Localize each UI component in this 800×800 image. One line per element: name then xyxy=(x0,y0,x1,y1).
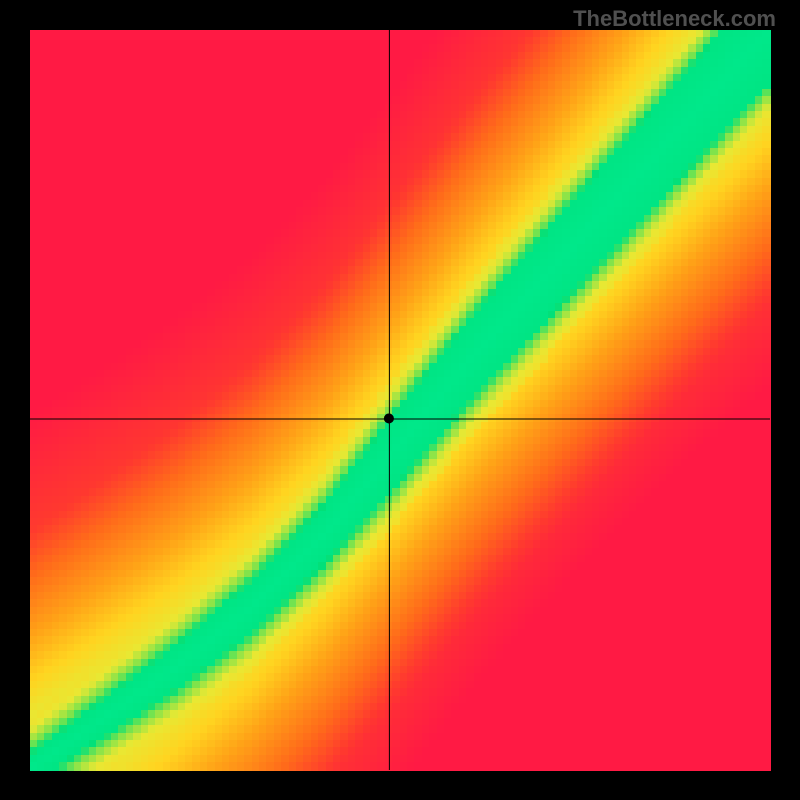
watermark-text: TheBottleneck.com xyxy=(573,6,776,32)
bottleneck-heatmap xyxy=(0,0,800,800)
